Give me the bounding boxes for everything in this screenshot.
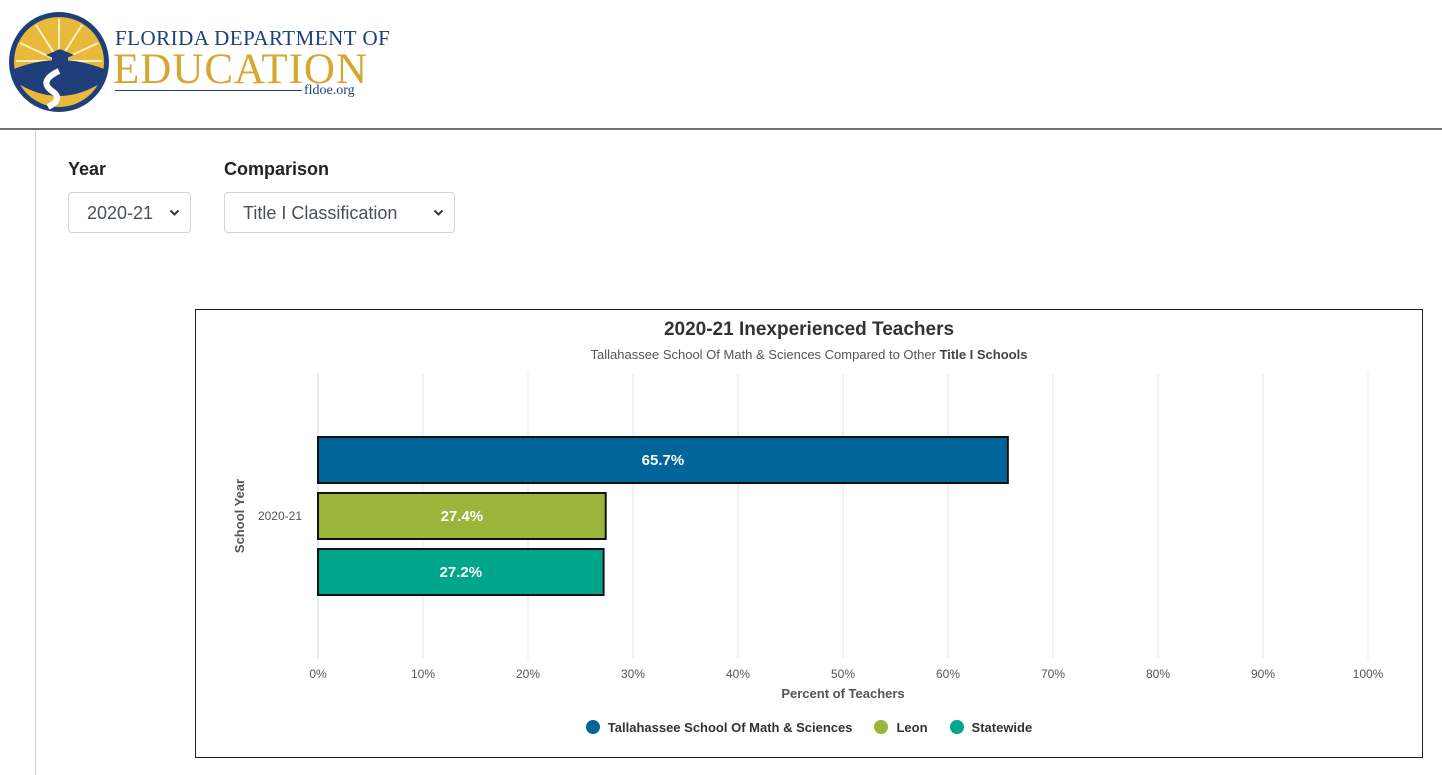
comparison-select-value: Title I Classification xyxy=(243,203,398,223)
logo-line1: Florida Department of xyxy=(115,26,391,50)
x-tick-label: 0% xyxy=(309,667,327,681)
x-tick-label: 40% xyxy=(726,667,750,681)
x-tick-label: 30% xyxy=(621,667,645,681)
site-header: Florida Department of Education fldoe.or… xyxy=(0,0,1442,130)
x-tick-label: 20% xyxy=(516,667,540,681)
bar xyxy=(317,436,1009,484)
x-tick-label: 10% xyxy=(411,667,435,681)
chevron-down-icon xyxy=(169,209,180,216)
logo-line2: Education xyxy=(113,46,369,93)
legend-item[interactable]: Leon xyxy=(874,720,928,735)
fldoe-logo-text: Florida Department of Education fldoe.or… xyxy=(113,26,391,98)
year-select-value: 2020-21 xyxy=(87,203,154,223)
bar-data-label: 27.2% xyxy=(440,564,483,581)
bar-data-label: 65.7% xyxy=(642,452,685,469)
year-label: Year xyxy=(68,159,107,179)
x-tick-label: 70% xyxy=(1041,667,1065,681)
chart-title: 2020-21 Inexperienced Teachers xyxy=(663,319,955,340)
legend-marker-icon xyxy=(949,720,964,734)
legend-item[interactable]: Tallahassee School Of Math & Sciences xyxy=(585,720,853,735)
chevron-down-icon xyxy=(433,209,444,216)
chart-subtitle: Tallahassee School Of Math & Sciences Co… xyxy=(196,347,1422,362)
x-axis-title: Percent of Teachers xyxy=(781,686,904,701)
fldoe-seal-icon xyxy=(9,12,109,112)
left-divider xyxy=(35,130,36,775)
bar-chart-plot: 0% 10% 20% 30% 40% 50% 60% 70% 80% 90% 100% Percent… xyxy=(232,374,1384,701)
legend-label: Statewide xyxy=(971,720,1033,735)
chart-subtitle-text: Tallahassee School Of Math & Sciences Co… xyxy=(590,347,940,362)
comparison-select[interactable]: Title I Classification xyxy=(224,192,455,233)
x-tick-label: 60% xyxy=(936,667,960,681)
y-category-label: 2020-21 xyxy=(258,509,302,523)
chart-container: 2020-21 Inexperienced Teachers Tallahass… xyxy=(195,309,1423,758)
legend-marker-icon xyxy=(585,720,600,734)
legend-label: Tallahassee School Of Math & Sciences xyxy=(607,720,853,735)
legend-marker-icon xyxy=(874,720,889,734)
chart-legend: Tallahassee School Of Math & Sciences Leo… xyxy=(196,720,1422,735)
bar xyxy=(317,492,607,540)
bar xyxy=(317,548,605,596)
legend-label: Leon xyxy=(896,720,928,735)
x-tick-label: 100% xyxy=(1353,667,1384,681)
y-axis-title: School Year xyxy=(232,479,247,553)
x-tick-label: 90% xyxy=(1251,667,1275,681)
bar-data-label: 27.4% xyxy=(441,508,484,525)
x-tick-label: 80% xyxy=(1146,667,1170,681)
logo-rule xyxy=(115,90,302,91)
logo-url: fldoe.org xyxy=(304,83,355,98)
year-select[interactable]: 2020-21 xyxy=(68,192,191,233)
legend-item[interactable]: Statewide xyxy=(949,720,1033,735)
x-tick-label: 50% xyxy=(831,667,855,681)
comparison-label: Comparison xyxy=(224,159,330,179)
chart-subtitle-bold: Title I Schools xyxy=(939,347,1028,362)
